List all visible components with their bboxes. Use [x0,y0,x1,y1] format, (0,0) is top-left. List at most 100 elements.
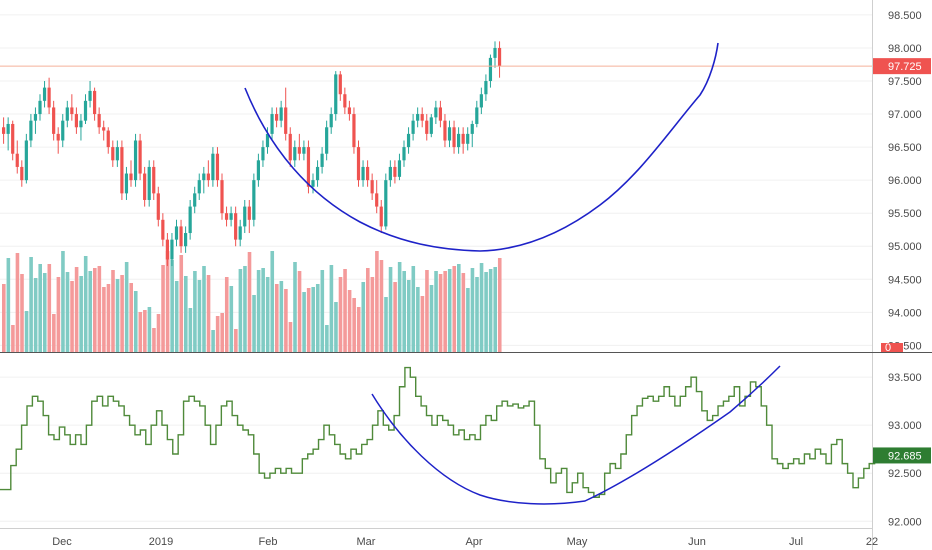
volume-bar [293,262,297,352]
indicator-tick-label: 92.500 [888,468,922,480]
candle-body [133,140,138,181]
volume-bar [265,277,270,352]
volume-bar [388,267,393,352]
candle-body [247,206,251,220]
volume-bar [124,262,129,352]
volume-bar [170,260,174,352]
candle-body [325,127,329,154]
candle-body [197,180,201,194]
candle-body [297,147,301,154]
candle-body [384,180,388,227]
volume-bar [411,266,416,352]
volume-bar [106,284,111,352]
candle-body [24,140,28,181]
candle-body [38,100,42,115]
volume-bar [288,322,293,352]
volume-bar [93,268,97,352]
candle-body [497,47,502,67]
candle-body [156,193,160,220]
volume-bar [243,266,247,352]
volume-bar [425,270,429,352]
candle-body [220,180,224,214]
candle-body [270,114,274,134]
volume-bar [275,284,279,352]
candle-body [256,160,260,181]
time-tick-label: Jun [688,536,706,548]
volume-bar [33,278,38,352]
candle-body [347,107,351,115]
volume-bar [52,314,56,352]
candle-body [334,74,338,115]
candle-body [370,180,374,194]
volume-bars [2,251,502,352]
candle-body [206,173,210,181]
volume-bar [434,271,438,352]
price-tick-label: 94.000 [888,307,922,319]
volume-bar [452,266,457,352]
volume-bar [88,271,93,352]
price-tick-label: 98.500 [888,10,922,22]
volume-bar [279,281,284,352]
candle-body [229,213,233,220]
candle-body [484,81,488,95]
volume-bar [15,253,20,352]
volume-bar [120,275,124,352]
candle-body [2,127,6,134]
price-tick-label: 95.500 [888,208,922,220]
candle-body [479,94,483,108]
candle-body [488,57,493,82]
time-tick-label: 22 [866,536,878,548]
candle-body [106,130,110,148]
indicator-grid [0,376,872,522]
price-tick-label: 94.500 [888,274,922,286]
candle-body [56,133,60,141]
candle-body [83,100,88,121]
volume-bar [238,269,243,352]
volume-bar [475,277,479,352]
volume-bar [56,277,61,352]
volume-bar [393,282,397,352]
volume-bar [174,281,179,352]
volume-bar [197,280,202,352]
candle-body [438,107,442,121]
volume-bar [111,270,115,352]
candle-body [93,90,97,115]
candle-body [265,133,270,148]
candle-body [261,147,265,161]
candle-body [15,153,19,167]
candle-body [252,180,256,220]
price-tick-label: 96.500 [888,142,922,154]
candle-body [343,94,347,108]
time-axis: Dec 2019 Feb Mar Apr May Jun Jul 22 [0,528,878,548]
volume-bar [420,296,425,352]
volume-bar [297,271,302,352]
candle-body [42,87,47,101]
volume-bar [470,268,475,352]
volume-bar [97,266,102,352]
volume-bar [497,258,502,352]
volume-bar [83,256,88,352]
volume-bar [252,295,256,352]
candle-body [329,114,333,128]
candle-body [79,120,83,128]
candle-body [416,114,420,121]
volume-bar [320,270,325,352]
volume-bar [488,269,493,352]
cup-overlay-curve [244,42,719,252]
volume-bar [366,268,370,352]
volume-bar [370,277,375,352]
price-tick-label: 97.500 [888,76,922,88]
candle-body [70,107,74,115]
volume-bar [379,260,384,352]
candle-body [375,193,379,207]
time-tick-label: Apr [465,536,482,548]
volume-bar [329,265,334,352]
candle-body [470,123,474,134]
volume-bar [234,329,238,352]
candle-body [170,239,174,260]
volume-bar [484,272,488,352]
volume-bar [447,269,452,352]
volume-bar [11,325,15,352]
